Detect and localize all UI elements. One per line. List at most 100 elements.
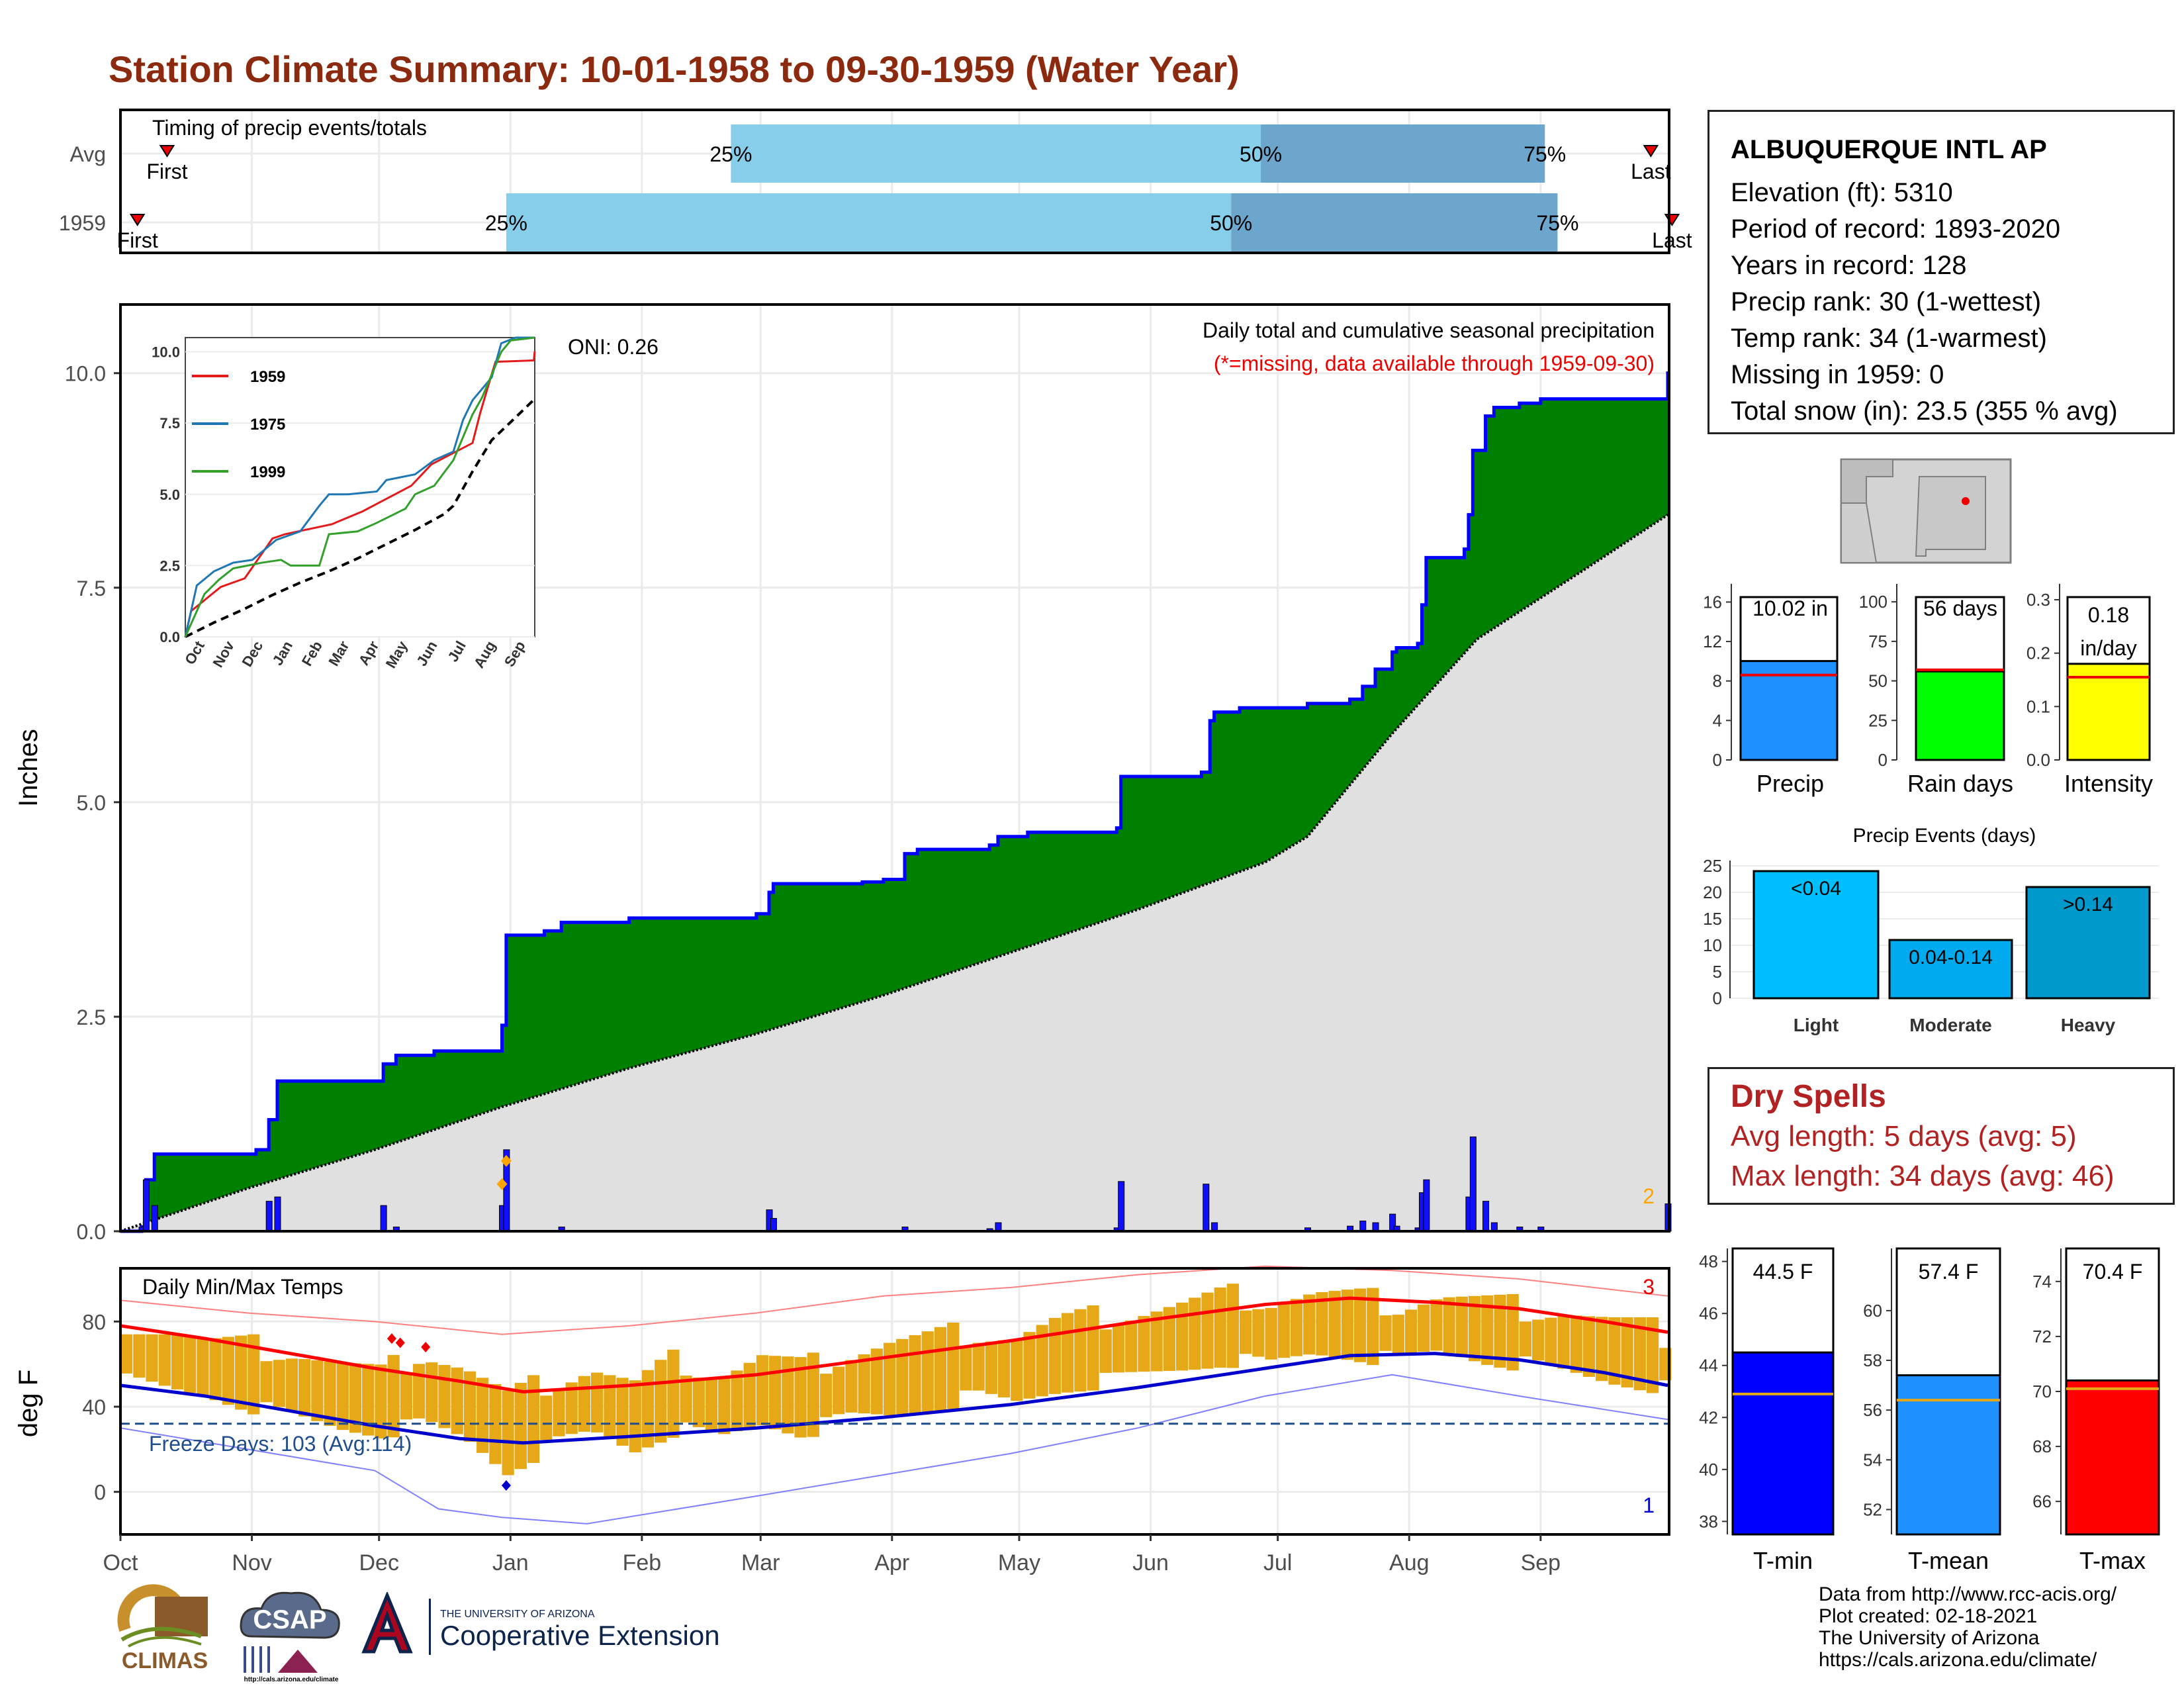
temp-stat-tick-label: 66 — [2032, 1491, 2052, 1511]
precip-avg-area — [120, 514, 1668, 1232]
precip-daily-bar — [1423, 1179, 1430, 1232]
events-bar — [2025, 886, 2151, 1000]
temp-daily-bar — [158, 1334, 171, 1386]
temp-daily-bar — [782, 1356, 794, 1434]
temp-daily-bar — [1112, 1325, 1125, 1373]
timing-row-label: Avg — [69, 142, 106, 166]
temp-daily-bar — [1150, 1311, 1163, 1372]
temp-daily-bar — [680, 1376, 692, 1423]
temp-daily-bar — [1430, 1299, 1443, 1351]
inset-series-line — [184, 336, 535, 637]
station-period: Period of record: 1893-2020 — [1731, 214, 2061, 244]
precip-daily-bar — [1118, 1181, 1125, 1232]
precip-stat-tick-label: 75 — [1868, 632, 1888, 651]
precip-avg-line — [120, 513, 1669, 1233]
temp-daily-bar — [349, 1363, 362, 1433]
inset-tick-label: 2.5 — [159, 557, 180, 574]
temp-daily-bar — [298, 1359, 311, 1417]
temp-daily-bar — [311, 1360, 324, 1421]
precip-stat-label: Intensity — [2064, 770, 2153, 797]
temp-daily-bar — [1367, 1288, 1379, 1366]
temp-daily-bar — [1570, 1315, 1582, 1373]
temp-stat-tick-label: 48 — [1699, 1252, 1718, 1272]
temp-daily-bar — [1316, 1292, 1328, 1356]
temp-daily-bar — [477, 1378, 489, 1453]
events-tick-label: 25 — [1703, 856, 1722, 876]
temp-daily-bar — [248, 1334, 260, 1415]
events-tick-label: 0 — [1713, 988, 1722, 1008]
precip-stat-tick-label: 0.2 — [2026, 643, 2050, 663]
events-tick-label: 5 — [1713, 962, 1722, 982]
temp-daily-bar — [845, 1360, 858, 1413]
precip-stat-label: Precip — [1756, 770, 1824, 797]
month-label: Aug — [1389, 1550, 1430, 1575]
temp-daily-bar — [426, 1362, 438, 1423]
temp-stat-tick-label: 74 — [2032, 1272, 2052, 1291]
record-high-marker — [395, 1337, 405, 1348]
precip-stat-bar — [1915, 670, 2005, 761]
temp-avg-min-line — [120, 1352, 1668, 1445]
timing-label-75: 75% — [1536, 211, 1578, 235]
temp-daily-bar — [1023, 1332, 1036, 1399]
temp-daily-bar — [565, 1382, 578, 1434]
events-category-label: Heavy — [2061, 1015, 2116, 1035]
temp-title: Daily Min/Max Temps — [142, 1275, 343, 1299]
precip-stat-tick-label: 0.0 — [2026, 750, 2050, 770]
temp-daily-bar — [400, 1373, 412, 1420]
temp-daily-bar — [387, 1354, 400, 1438]
temp-stat-tick-label: 42 — [1699, 1407, 1718, 1427]
events-tick-label: 10 — [1703, 935, 1722, 955]
events-bar — [1888, 939, 2013, 1000]
temp-daily-bar — [184, 1336, 197, 1393]
inset-series-line — [184, 336, 535, 637]
climas-logo-text: CLIMAS — [122, 1648, 208, 1673]
precip-daily-bar — [1359, 1220, 1367, 1232]
temp-daily-bar — [1443, 1297, 1455, 1353]
month-label: Jun — [1132, 1550, 1169, 1575]
month-label: Jan — [492, 1550, 529, 1575]
temp-daily-bar — [285, 1358, 298, 1412]
station-years: Years in record: 128 — [1731, 251, 1967, 280]
temp-stat-label: T-max — [2079, 1547, 2146, 1574]
timing-bar-25-50 — [506, 193, 1232, 252]
temp-tick-label: 40 — [82, 1395, 106, 1419]
month-label: Sep — [1521, 1550, 1561, 1575]
timing-bar-25-50 — [731, 124, 1261, 183]
footer-line-univ: The University of Arizona — [1819, 1627, 2040, 1649]
temp-daily-bar — [1404, 1309, 1418, 1353]
precip-stat-tick-label: 8 — [1713, 671, 1722, 691]
timing-label-25: 25% — [709, 142, 752, 166]
temp-daily-bar — [514, 1383, 527, 1470]
temp-daily-bar — [1189, 1297, 1201, 1370]
temp-daily-bar — [171, 1335, 184, 1389]
events-category-label: Light — [1794, 1015, 1839, 1035]
temp-daily-bar — [1138, 1316, 1150, 1372]
temp-daily-bar — [858, 1354, 870, 1414]
precip-tick-label: 7.5 — [77, 577, 106, 600]
temp-daily-bar — [120, 1334, 133, 1374]
temp-avg-max-line — [120, 1296, 1668, 1394]
precip-stat-value: 56 days — [1923, 596, 1997, 620]
precip-stat-tick-label: 0.3 — [2026, 590, 2050, 610]
month-label: Nov — [232, 1550, 271, 1575]
temp-corner-top: 3 — [1643, 1275, 1655, 1299]
temp-daily-bar — [1481, 1295, 1494, 1365]
temp-daily-bar — [921, 1331, 934, 1413]
temp-daily-bar — [578, 1376, 591, 1432]
precip-daily-bar — [142, 1179, 150, 1232]
temp-daily-bar — [909, 1335, 921, 1413]
precip-stat-value: 0.18 — [2088, 603, 2129, 627]
month-label: Mar — [741, 1550, 780, 1575]
temp-daily-bar — [1519, 1321, 1532, 1357]
temp-stat-value: 57.4 F — [1919, 1260, 1979, 1284]
temp-daily-bar — [819, 1374, 833, 1417]
events-bar-label: <0.04 — [1791, 878, 1841, 900]
snow-marker — [496, 1178, 508, 1190]
temp-stat-label: T-min — [1753, 1547, 1813, 1574]
snow-marker — [500, 1154, 512, 1167]
events-tick-label: 15 — [1703, 909, 1722, 929]
inset-avg-line — [185, 398, 536, 638]
temp-daily-bar — [896, 1338, 909, 1415]
temp-daily-bar — [1226, 1284, 1240, 1368]
precip-daily-bar — [380, 1205, 387, 1232]
